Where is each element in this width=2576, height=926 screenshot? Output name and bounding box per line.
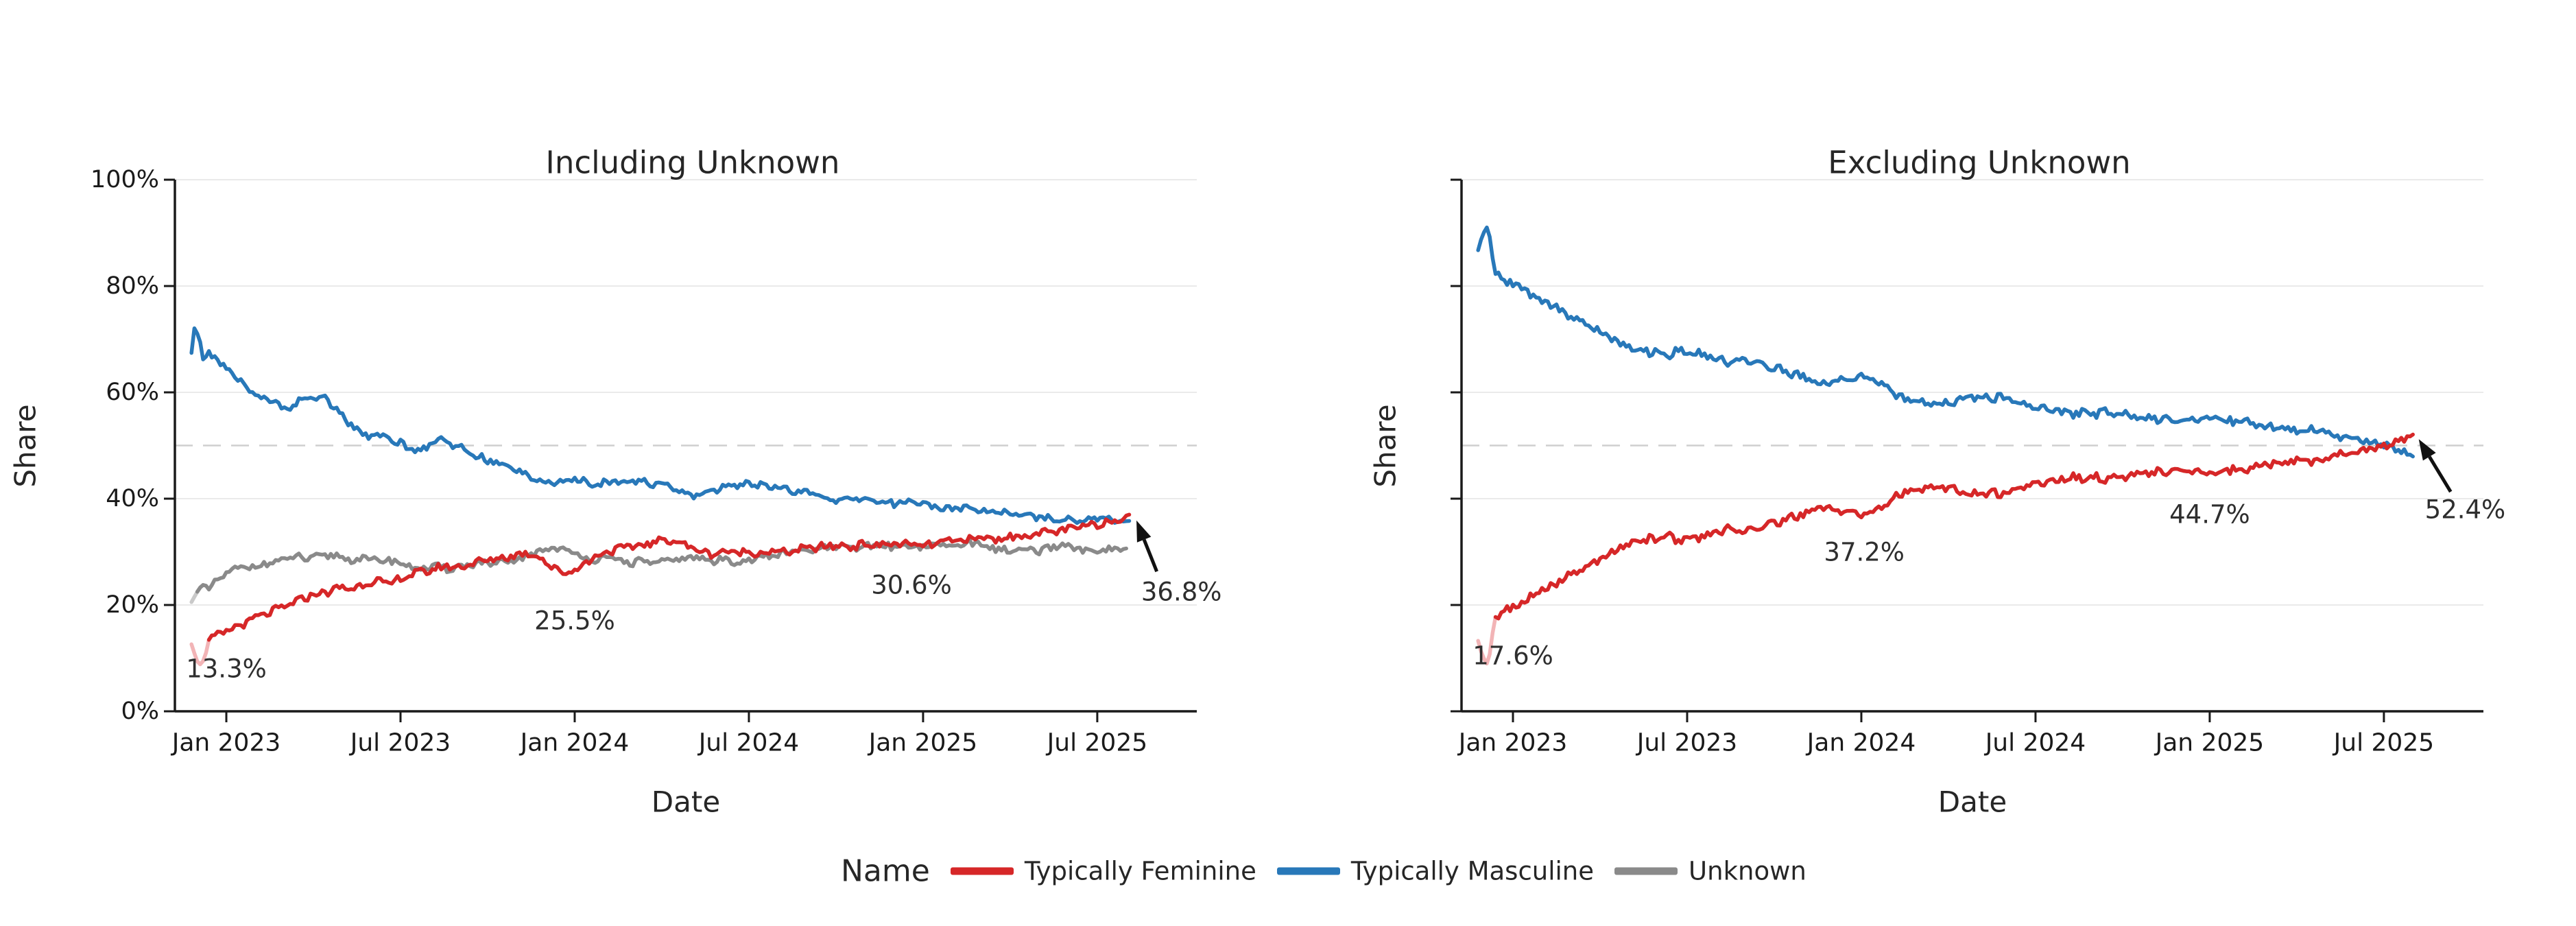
- x-tick-label: Jul 2025: [1047, 728, 1148, 757]
- legend-item-typically-masculine: Typically Masculine: [1276, 856, 1595, 886]
- x-tick-label: Jan 2024: [1806, 728, 1916, 757]
- legend-label: Unknown: [1689, 856, 1806, 886]
- annotation-25-5pct: 25.5%: [534, 606, 615, 636]
- annotation-arrowhead: [1136, 520, 1152, 543]
- series-line-typically-masculine: [1476, 225, 2415, 459]
- x-tick-label: Jan 2025: [868, 728, 978, 757]
- legend-title: Name: [841, 853, 930, 889]
- x-tick-label: Jan 2023: [1458, 728, 1568, 757]
- panel-title-including-unknown: Including Unknown: [545, 144, 840, 181]
- annotation-13-3pct: 13.3%: [186, 654, 267, 684]
- series-line-typically-feminine: [1493, 432, 2415, 621]
- annotation-17-6pct: 17.6%: [1472, 641, 1553, 671]
- panel-title-excluding-unknown: Excluding Unknown: [1828, 144, 2131, 181]
- annotation-arrowhead: [2418, 439, 2436, 461]
- annotation-36-8pct: 36.8%: [1141, 577, 1222, 607]
- legend-label: Typically Masculine: [1350, 856, 1595, 886]
- legend-label: Typically Feminine: [1024, 856, 1256, 886]
- annotation-44-7pct: 44.7%: [2169, 499, 2250, 530]
- annotation-52-4pct: 52.4%: [2424, 495, 2506, 525]
- series-line-typically-feminine-faded-start: [1476, 615, 1501, 666]
- x-tick-label: Jul 2024: [1985, 728, 2086, 757]
- legend-swatch-icon: [950, 867, 1014, 875]
- x-tick-label: Jan 2025: [2155, 728, 2265, 757]
- x-tick-label: Jul 2025: [2333, 728, 2435, 757]
- annotation-30-6pct: 30.6%: [871, 570, 952, 600]
- series-line-unknown: [195, 537, 1128, 594]
- y-tick-label: 20%: [106, 591, 159, 619]
- annotation-arrow-line: [2428, 455, 2453, 493]
- legend-item-unknown: Unknown: [1614, 857, 1806, 886]
- y-tick-label: 0%: [121, 698, 159, 725]
- y-tick-label: 100%: [90, 166, 159, 193]
- y-tick-label: 40%: [106, 485, 159, 512]
- series-line-typically-feminine-faded-start: [189, 633, 214, 667]
- legend-item-typically-feminine: Typically Feminine: [950, 856, 1256, 886]
- annotation-37-2pct: 37.2%: [1824, 537, 1905, 567]
- y-axis-title-right: Share: [1368, 404, 1403, 488]
- x-tick-label: Jul 2024: [698, 728, 800, 757]
- x-axis-title-left: Date: [651, 785, 721, 819]
- x-axis-title-right: Date: [1937, 785, 2007, 819]
- x-tick-label: Jul 2023: [350, 728, 451, 757]
- series-line-typically-feminine: [206, 512, 1132, 642]
- y-axis-title-left: Share: [8, 404, 43, 488]
- y-tick-label: 80%: [106, 272, 159, 300]
- legend: Name Typically Feminine Typically Masculi…: [841, 854, 1806, 889]
- x-tick-label: Jan 2023: [171, 728, 281, 757]
- y-tick-label: 60%: [106, 379, 159, 406]
- legend-swatch-icon: [1276, 867, 1340, 875]
- x-tick-label: Jan 2024: [520, 728, 630, 757]
- annotation-arrow-line: [1142, 538, 1158, 573]
- legend-swatch-icon: [1614, 867, 1678, 875]
- series-line-typically-masculine: [189, 326, 1132, 525]
- x-tick-label: Jul 2023: [1636, 728, 1738, 757]
